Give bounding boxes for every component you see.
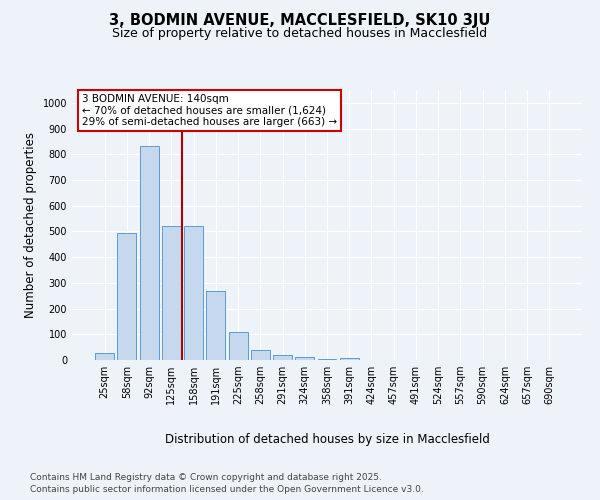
Bar xyxy=(251,350,270,360)
Bar xyxy=(273,355,292,360)
Bar xyxy=(118,234,136,360)
Bar xyxy=(140,146,158,360)
Bar xyxy=(184,226,203,360)
Text: 3, BODMIN AVENUE, MACCLESFIELD, SK10 3JU: 3, BODMIN AVENUE, MACCLESFIELD, SK10 3JU xyxy=(109,12,491,28)
Text: Contains public sector information licensed under the Open Government Licence v3: Contains public sector information licen… xyxy=(30,485,424,494)
Y-axis label: Number of detached properties: Number of detached properties xyxy=(24,132,37,318)
Text: Size of property relative to detached houses in Macclesfield: Size of property relative to detached ho… xyxy=(112,28,488,40)
Text: Distribution of detached houses by size in Macclesfield: Distribution of detached houses by size … xyxy=(164,432,490,446)
Bar xyxy=(162,226,181,360)
Bar xyxy=(295,358,314,360)
Bar xyxy=(206,290,225,360)
Bar xyxy=(229,332,248,360)
Bar xyxy=(95,353,114,360)
Text: 3 BODMIN AVENUE: 140sqm
← 70% of detached houses are smaller (1,624)
29% of semi: 3 BODMIN AVENUE: 140sqm ← 70% of detache… xyxy=(82,94,337,127)
Bar xyxy=(340,358,359,360)
Bar xyxy=(317,358,337,360)
Text: Contains HM Land Registry data © Crown copyright and database right 2025.: Contains HM Land Registry data © Crown c… xyxy=(30,472,382,482)
